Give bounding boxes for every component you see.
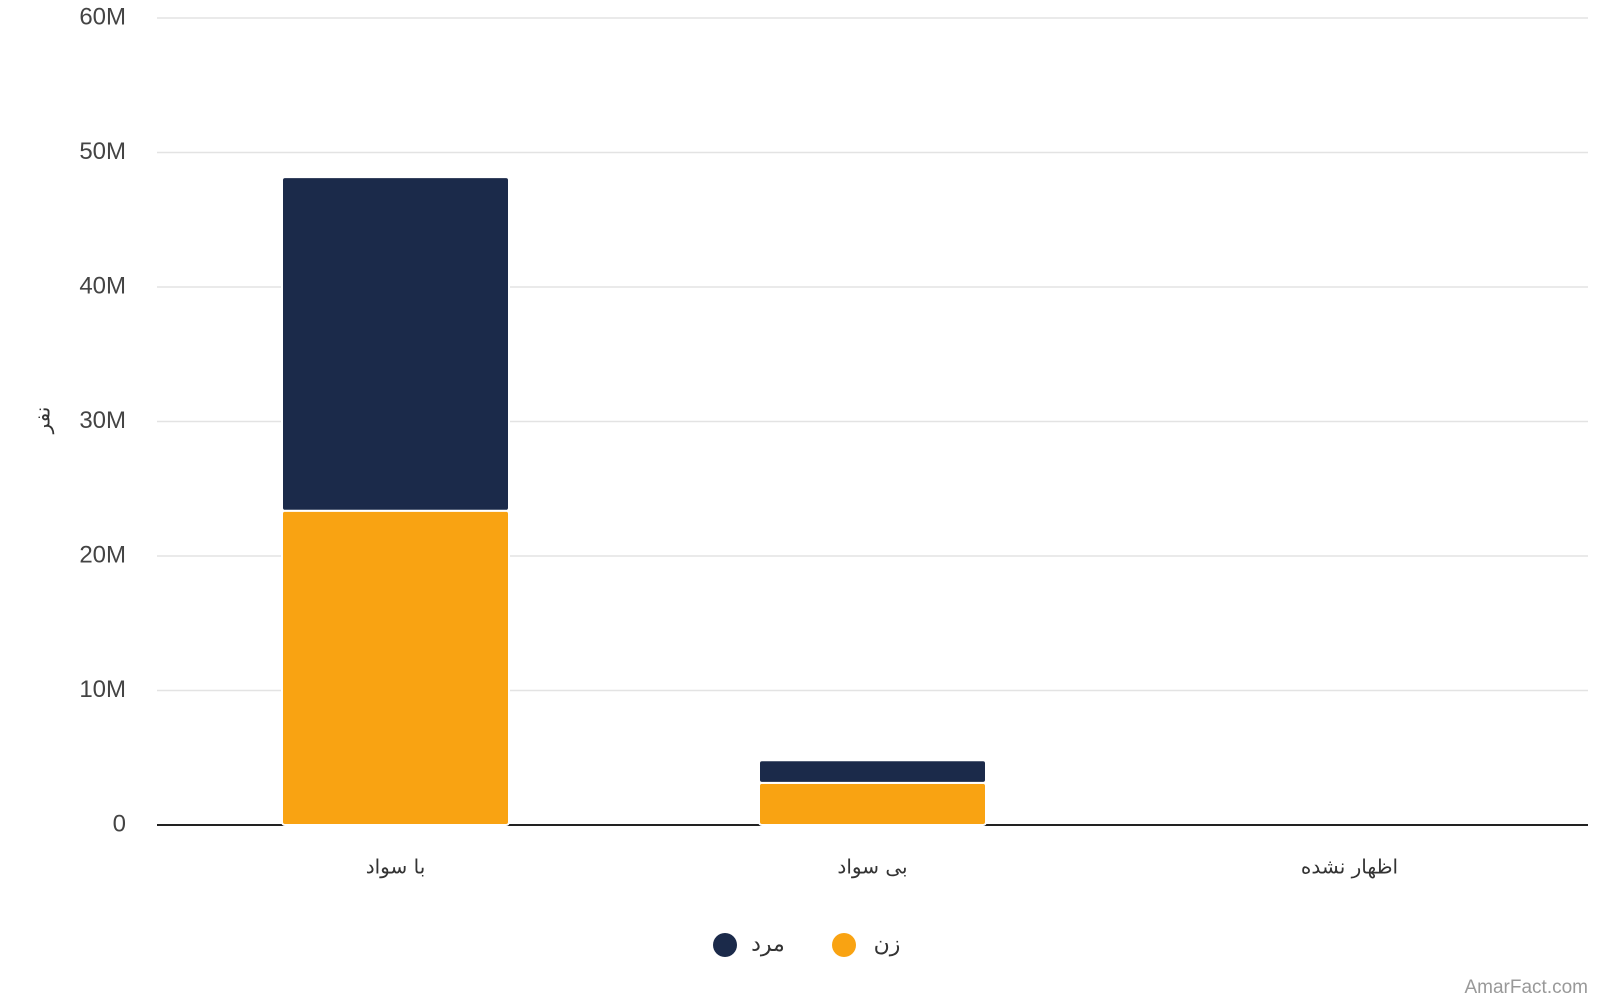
x-tick-label: با سواد xyxy=(366,855,426,879)
legend-label: زن xyxy=(874,932,901,957)
y-tick-label: 50M xyxy=(79,138,126,165)
source: AmarFact.com xyxy=(1464,977,1588,998)
bar-segment xyxy=(281,509,510,826)
y-tick-label: 30M xyxy=(79,407,126,434)
y-tick-label: 40M xyxy=(79,272,126,299)
bar-segment xyxy=(758,781,987,826)
x-tick-label: اظهار نشده xyxy=(1301,855,1398,879)
y-tick-label: 60M xyxy=(79,3,126,30)
y-tick-label: 20M xyxy=(79,541,126,568)
legend-marker xyxy=(713,933,737,957)
legend-label: مرد xyxy=(751,932,785,957)
x-tick-label: بی سواد xyxy=(837,855,907,879)
y-tick-label: 10M xyxy=(79,676,126,703)
bar-segment xyxy=(281,176,510,512)
y-tick-label: 0 xyxy=(113,810,126,837)
legend-marker xyxy=(832,933,856,957)
y-axis-label: نفر xyxy=(31,407,55,435)
bar-segment xyxy=(758,759,987,784)
